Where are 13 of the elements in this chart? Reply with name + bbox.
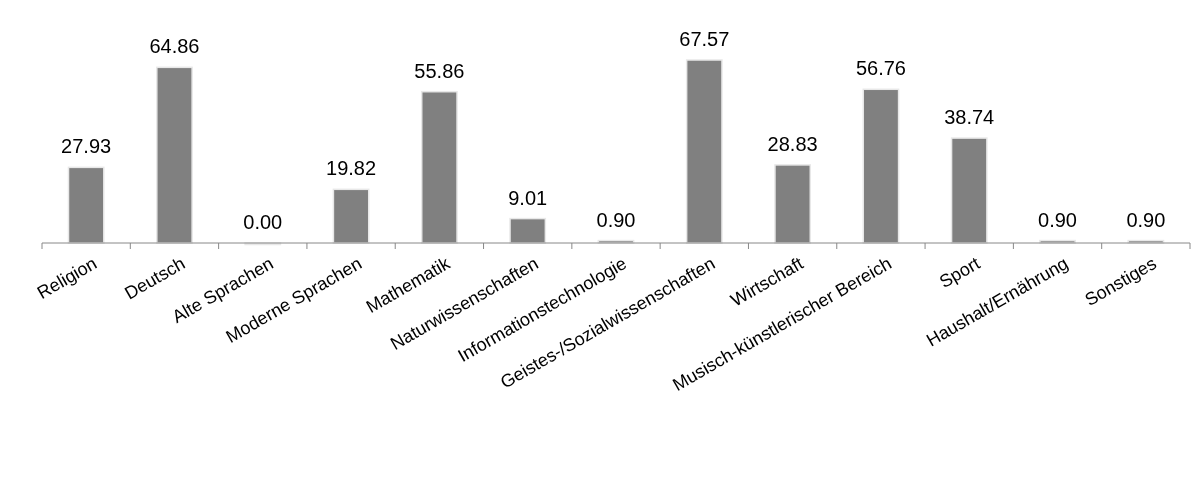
data-label: 27.93 [61, 135, 112, 158]
data-label: 56.76 [855, 57, 906, 80]
data-label: 38.74 [944, 106, 995, 129]
data-label: 0.90 [1038, 208, 1078, 231]
data-label: 0.90 [596, 208, 636, 231]
data-label: 28.83 [767, 132, 818, 155]
data-label: 19.82 [326, 157, 377, 180]
data-label: 0.90 [1126, 208, 1166, 231]
data-label: 0.00 [243, 211, 283, 233]
data-label: 64.86 [149, 35, 200, 58]
data-label: 55.86 [414, 59, 465, 82]
data-label: 67.57 [679, 28, 730, 50]
data-label: 9.01 [508, 186, 548, 209]
